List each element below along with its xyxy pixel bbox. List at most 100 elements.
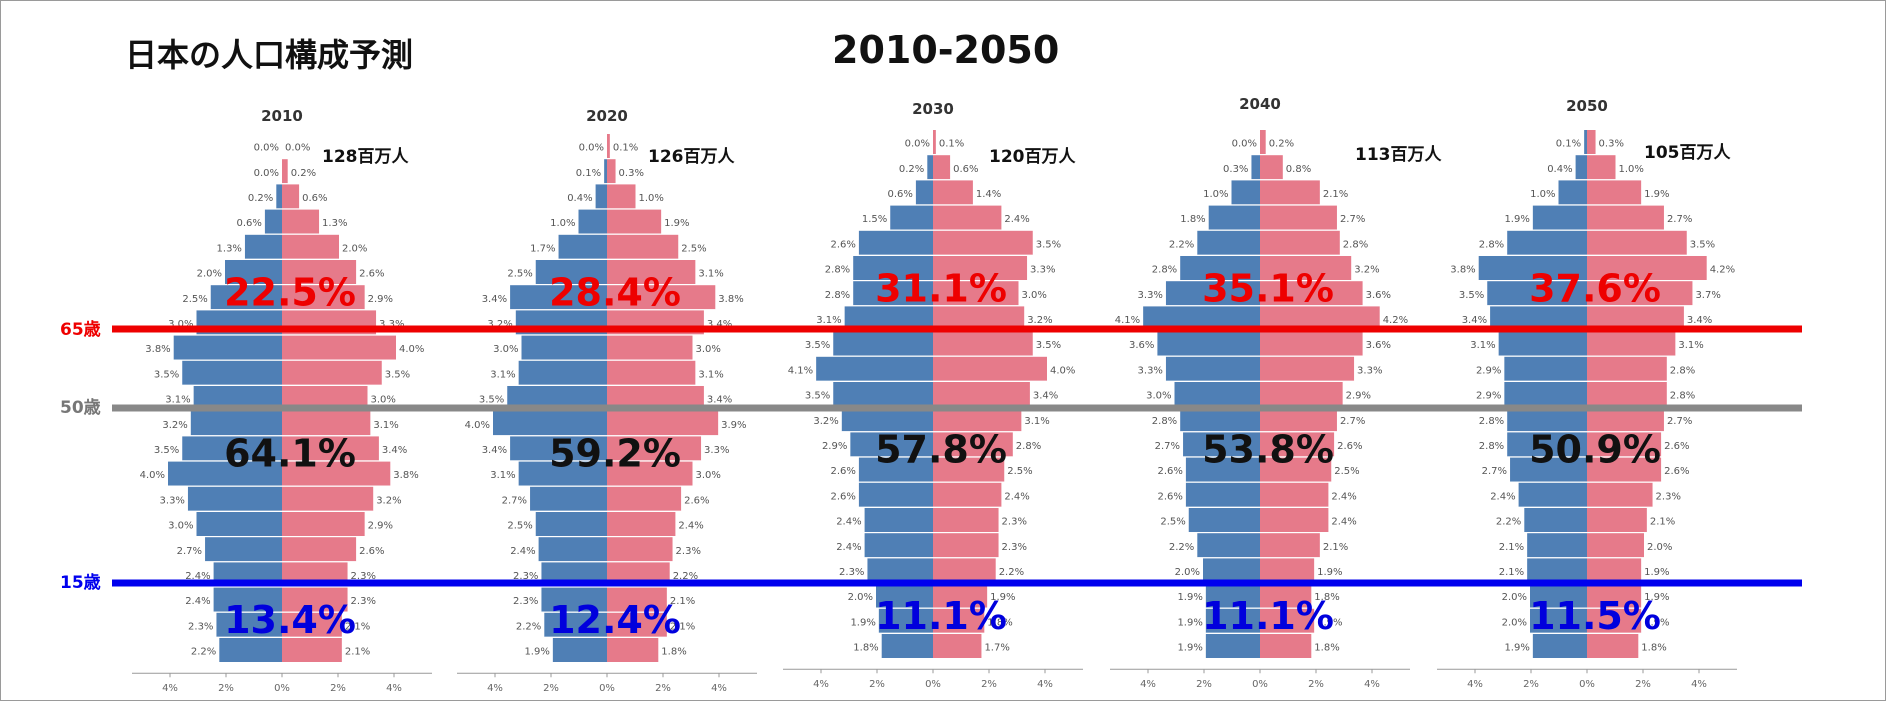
female-bar — [282, 461, 391, 486]
male-bar — [552, 638, 607, 662]
female-value-label: 3.4% — [707, 319, 732, 330]
working-age-percentage: 59.2% — [549, 432, 681, 476]
working-age-percentage: 64.1% — [224, 432, 356, 476]
female-bar — [1587, 205, 1664, 230]
female-value-label: 2.3% — [1656, 491, 1681, 502]
female-value-label: 0.0% — [285, 143, 310, 154]
x-tick-label: 0% — [599, 683, 615, 694]
female-value-label: 2.4% — [1004, 214, 1029, 225]
total-population-label: 105百万人 — [1644, 143, 1731, 163]
male-bar — [510, 436, 607, 461]
male-bar — [558, 234, 607, 259]
female-bar — [1260, 205, 1337, 230]
male-bar — [1487, 281, 1587, 306]
female-bar — [1260, 608, 1315, 633]
female-value-label: 0.3% — [619, 168, 644, 179]
male-value-label: 2.6% — [1157, 491, 1182, 502]
male-value-label: 2.8% — [1479, 441, 1504, 452]
male-bar — [535, 260, 607, 284]
working-age-percentage: 53.8% — [1202, 428, 1334, 472]
pyramid-2010: 0.0% 0.0% 0.0% 0.2% 0.2% 0.6% 0.6% 1.3% 1.3% 2.0%… — [132, 107, 432, 694]
year-label: 2050 — [1566, 97, 1608, 115]
female-value-label: 2.3% — [351, 571, 376, 582]
male-value-label: 0.6% — [887, 189, 912, 200]
male-value-label: 2.4% — [185, 596, 210, 607]
male-value-label: 2.8% — [1479, 239, 1504, 250]
male-value-label: 3.1% — [490, 470, 515, 481]
female-bar — [933, 230, 1033, 255]
x-tick-label: 4% — [1140, 679, 1156, 690]
male-bar — [1530, 583, 1587, 608]
male-value-label: 0.0% — [254, 143, 279, 154]
male-value-label: 2.3% — [513, 571, 538, 582]
female-bar — [1260, 432, 1335, 457]
age-line-label-15: 15歳 — [60, 573, 101, 593]
female-bar — [607, 461, 693, 486]
chart-title: 日本の人口構成予測 — [125, 36, 414, 74]
male-value-label: 3.5% — [1459, 290, 1484, 301]
female-bar — [1260, 230, 1340, 255]
male-bar — [1504, 356, 1587, 381]
male-value-label: 3.5% — [805, 340, 830, 351]
female-bar — [607, 411, 719, 436]
male-value-label: 2.6% — [830, 491, 855, 502]
female-bar — [607, 612, 667, 637]
female-value-label: 1.8% — [661, 647, 686, 658]
female-value-label: 3.0% — [696, 470, 721, 481]
male-value-label: 3.2% — [487, 319, 512, 330]
male-value-label: 2.0% — [848, 592, 873, 603]
male-bar — [864, 508, 933, 532]
female-value-label: 2.8% — [1670, 365, 1695, 376]
female-value-label: 1.3% — [322, 218, 347, 229]
male-value-label: 0.0% — [1232, 139, 1257, 150]
male-bar — [1188, 508, 1260, 532]
female-value-label: 2.1% — [345, 621, 370, 632]
male-value-label: 2.5% — [1160, 517, 1185, 528]
female-value-label: 2.3% — [676, 546, 701, 557]
male-bar — [1558, 180, 1587, 205]
female-bar — [1587, 457, 1662, 482]
male-bar — [1510, 457, 1587, 482]
male-value-label: 3.1% — [816, 315, 841, 326]
male-value-label: 3.0% — [493, 344, 518, 355]
male-bar — [1174, 382, 1260, 406]
female-bar — [607, 512, 676, 536]
male-bar — [1203, 558, 1260, 583]
male-value-label: 2.0% — [197, 269, 222, 280]
male-value-label: 1.5% — [862, 214, 887, 225]
female-bar — [1260, 382, 1343, 406]
male-value-label: 2.3% — [839, 567, 864, 578]
pyramid-2030: 0.0% 0.1% 0.2% 0.6% 0.6% 1.4% 1.5% 2.4% 2.6% 3.5%… — [783, 100, 1083, 690]
male-bar — [1231, 180, 1260, 205]
female-value-label: 2.6% — [684, 495, 709, 506]
male-value-label: 4.1% — [1115, 315, 1140, 326]
female-bar — [282, 159, 288, 184]
male-bar — [867, 558, 933, 583]
male-value-label: 3.4% — [482, 294, 507, 305]
male-bar — [1185, 482, 1260, 507]
female-value-label: 2.2% — [999, 567, 1024, 578]
female-value-label: 3.2% — [1354, 265, 1379, 276]
female-bar — [1587, 356, 1667, 381]
male-bar — [544, 612, 607, 637]
female-bar — [1587, 382, 1667, 406]
male-value-label: 2.8% — [825, 290, 850, 301]
female-value-label: 2.6% — [359, 546, 384, 557]
female-bar — [282, 335, 396, 360]
female-value-label: 3.2% — [1027, 315, 1052, 326]
male-value-label: 1.9% — [1504, 643, 1529, 654]
female-value-label: 1.0% — [1619, 164, 1644, 175]
female-bar — [282, 360, 382, 385]
male-bar — [833, 382, 933, 406]
male-bar — [541, 587, 607, 612]
female-bar — [607, 260, 696, 284]
male-value-label: 3.1% — [165, 395, 190, 406]
male-bar — [858, 457, 933, 482]
female-bar — [607, 184, 636, 209]
male-value-label: 2.2% — [1496, 517, 1521, 528]
female-bar — [607, 159, 616, 184]
female-value-label: 2.3% — [351, 596, 376, 607]
male-value-label: 0.0% — [905, 139, 930, 150]
female-bar — [933, 180, 973, 205]
male-bar — [276, 184, 282, 209]
